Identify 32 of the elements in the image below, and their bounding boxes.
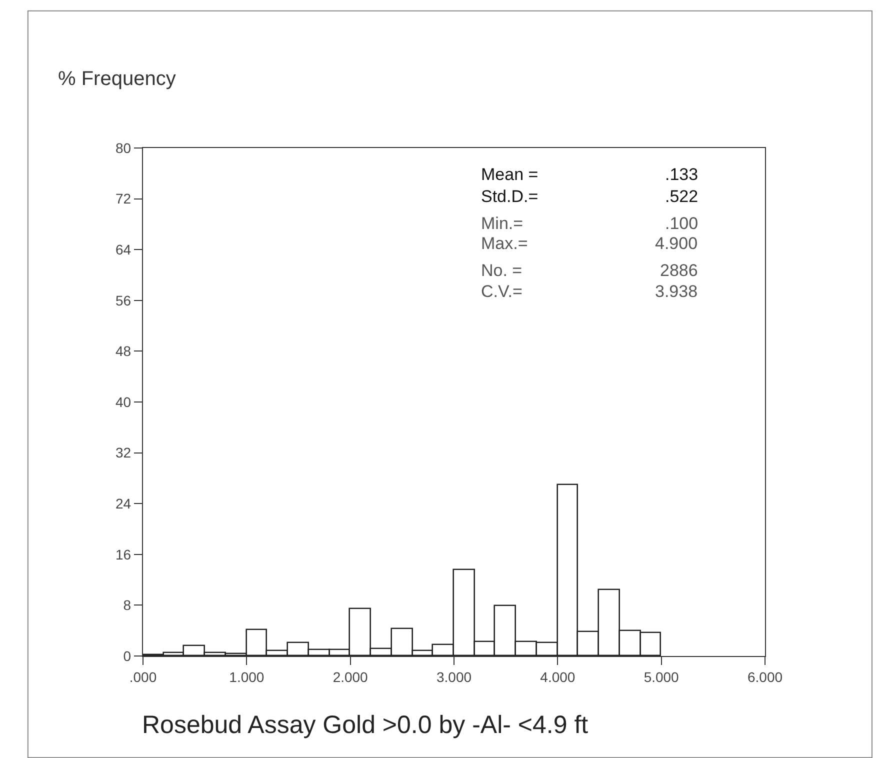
y-tick-label: 8 [123, 597, 132, 614]
y-tick-label: 24 [116, 496, 132, 512]
y-tick-label: 72 [116, 190, 132, 207]
y-tick-label: 32 [116, 444, 132, 461]
x-tick-label: 2.000 [332, 668, 368, 685]
annotation: Mean = [481, 165, 538, 184]
x-tick-label: 1.000 [229, 668, 264, 685]
annotation: 4.900 [655, 234, 698, 253]
x-tick-label: 5.000 [644, 668, 680, 685]
x-tick-label: 3.000 [436, 668, 472, 685]
y-axis-title: % Frequency [58, 68, 176, 90]
x-tick-label: .000 [129, 668, 157, 685]
annotation: Std.D.= [481, 187, 538, 206]
y-tick-label: 64 [116, 242, 132, 258]
x-tick-label: 4.000 [540, 668, 576, 685]
annotation: 3.938 [655, 282, 698, 301]
y-tick-label: 0 [123, 648, 132, 664]
annotation: Max.= [481, 234, 528, 253]
y-tick-label: 80 [116, 140, 132, 156]
annotation: .133 [665, 165, 698, 184]
y-tick-label: 16 [116, 546, 132, 562]
annotation: Min.= [481, 214, 524, 233]
x-axis-title: Rosebud Assay Gold >0.0 by -Al- <4.9 ft [142, 711, 588, 739]
y-tick-label: 40 [116, 394, 132, 410]
annotation: No. = [481, 261, 522, 280]
annotation: .522 [665, 187, 698, 206]
annotation: C.V.= [481, 282, 522, 301]
annotation: .100 [665, 214, 698, 233]
y-tick-label: 56 [116, 292, 132, 308]
x-tick-label: 6.000 [747, 668, 783, 685]
annotation: 2886 [660, 261, 698, 280]
y-tick-label: 48 [116, 343, 132, 360]
